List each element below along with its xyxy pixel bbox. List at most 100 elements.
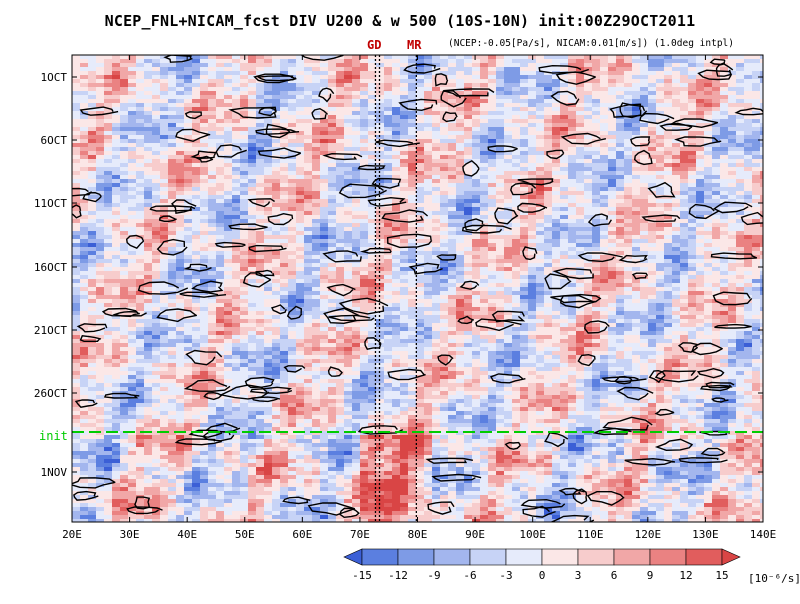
heat-cell <box>672 279 680 283</box>
heat-cell <box>232 211 240 215</box>
heat-cell <box>208 191 216 195</box>
heat-cell <box>224 195 232 199</box>
heat-cell <box>712 179 720 183</box>
heat-cell <box>160 223 168 227</box>
heat-cell <box>360 87 368 91</box>
heat-cell <box>736 63 744 67</box>
heat-cell <box>144 231 152 235</box>
heat-cell <box>680 119 688 123</box>
heat-cell <box>128 191 136 195</box>
heat-cell <box>152 267 160 271</box>
heat-cell <box>528 203 536 207</box>
heat-cell <box>568 191 576 195</box>
heat-cell <box>280 231 288 235</box>
heat-cell <box>640 139 648 143</box>
heat-cell <box>512 255 520 259</box>
heat-cell <box>720 151 728 155</box>
heat-cell <box>264 283 272 287</box>
heat-cell <box>608 259 616 263</box>
heat-cell <box>152 127 160 131</box>
heat-cell <box>664 59 672 63</box>
heat-cell <box>496 75 504 79</box>
heat-cell <box>656 147 664 151</box>
heat-cell <box>368 199 376 203</box>
heat-cell <box>280 107 288 111</box>
heat-cell <box>312 271 320 275</box>
heat-cell <box>216 195 224 199</box>
heat-cell <box>192 211 200 215</box>
heat-cell <box>496 111 504 115</box>
heat-cell <box>488 211 496 215</box>
heat-cell <box>464 135 472 139</box>
heat-cell <box>568 143 576 147</box>
heat-cell <box>392 183 400 187</box>
heat-cell <box>216 199 224 203</box>
heat-cell <box>608 279 616 283</box>
heat-cell <box>456 259 464 263</box>
heat-cell <box>344 243 352 247</box>
heat-cell <box>288 247 296 251</box>
heat-cell <box>736 75 744 79</box>
heat-cell <box>664 179 672 183</box>
heat-cell <box>400 191 408 195</box>
heat-cell <box>544 95 552 99</box>
heat-cell <box>176 227 184 231</box>
heat-cell <box>520 203 528 207</box>
heat-cell <box>504 143 512 147</box>
heat-cell <box>544 107 552 111</box>
heat-cell <box>256 175 264 179</box>
heat-cell <box>552 267 560 271</box>
heat-cell <box>584 91 592 95</box>
heat-cell <box>128 175 136 179</box>
heat-cell <box>496 259 504 263</box>
heat-cell <box>712 219 720 223</box>
heat-cell <box>672 127 680 131</box>
heat-cell <box>592 75 600 79</box>
heat-cell <box>152 151 160 155</box>
heat-cell <box>720 175 728 179</box>
heat-cell <box>200 247 208 251</box>
heat-cell <box>728 75 736 79</box>
heat-cell <box>136 83 144 87</box>
heat-cell <box>480 135 488 139</box>
heat-cell <box>424 167 432 171</box>
heat-cell <box>96 147 104 151</box>
heat-cell <box>128 251 136 255</box>
heat-cell <box>80 103 88 107</box>
heat-cell <box>648 171 656 175</box>
heat-cell <box>144 255 152 259</box>
heat-cell <box>160 103 168 107</box>
heat-cell <box>256 103 264 107</box>
heat-cell <box>720 75 728 79</box>
heat-cell <box>632 263 640 267</box>
heat-cell <box>432 67 440 71</box>
heat-cell <box>744 67 752 71</box>
heat-cell <box>656 103 664 107</box>
heat-cell <box>680 107 688 111</box>
heat-cell <box>440 155 448 159</box>
heat-cell <box>144 87 152 91</box>
heat-cell <box>680 259 688 263</box>
heat-cell <box>400 195 408 199</box>
heat-cell <box>264 223 272 227</box>
heat-cell <box>648 111 656 115</box>
heat-cell <box>488 95 496 99</box>
heat-cell <box>688 259 696 263</box>
heat-cell <box>360 279 368 283</box>
heat-cell <box>520 263 528 267</box>
heat-cell <box>248 151 256 155</box>
heat-cell <box>160 203 168 207</box>
heat-cell <box>200 171 208 175</box>
heat-cell <box>760 131 763 135</box>
heat-cell <box>96 139 104 143</box>
heat-cell <box>168 167 176 171</box>
heat-cell <box>360 79 368 83</box>
heat-cell <box>624 219 632 223</box>
heat-cell <box>368 111 376 115</box>
heat-cell <box>408 183 416 187</box>
heat-cell <box>624 179 632 183</box>
heat-cell <box>360 227 368 231</box>
heat-cell <box>128 119 136 123</box>
heat-cell <box>288 239 296 243</box>
heat-cell <box>256 191 264 195</box>
